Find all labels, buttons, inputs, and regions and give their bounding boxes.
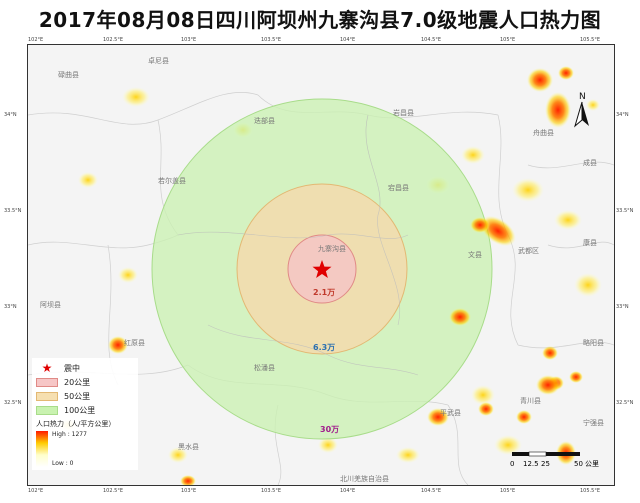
ring100-swatch	[36, 405, 58, 415]
scale-unit: 公里	[585, 460, 599, 468]
right-tick: 34°N	[616, 112, 629, 118]
legend-ring100-label: 100公里	[64, 405, 96, 415]
bottom-tick: 102.5°E	[103, 488, 123, 494]
bottom-tick: 104.5°E	[421, 488, 441, 494]
legend: ★ 震中 20公里 50公里 100公里 人口热力（人/平方公里） High :…	[32, 358, 138, 470]
scale-tick: 12.5	[523, 460, 539, 468]
place-label: 舟曲县	[533, 128, 554, 137]
top-tick: 102°E	[28, 37, 43, 43]
legend-ring20-label: 20公里	[64, 377, 91, 387]
north-arrow: N	[571, 90, 593, 130]
heat-low-label: Low : 0	[52, 460, 74, 467]
place-label: 卓尼县	[148, 56, 169, 65]
legend-ring20: 20公里	[36, 375, 134, 389]
place-label: 红原县	[124, 338, 145, 347]
place-label: 迭部县	[254, 116, 275, 125]
epicenter-label: 九寨沟县	[318, 244, 346, 253]
left-tick: 33°N	[4, 304, 17, 310]
top-tick: 104.5°E	[421, 37, 441, 43]
place-label: 略阳县	[583, 338, 604, 347]
left-tick: 33.5°N	[4, 208, 22, 214]
bottom-tick: 105°E	[500, 488, 515, 494]
bottom-tick: 103.5°E	[261, 488, 281, 494]
top-tick: 104°E	[340, 37, 355, 43]
place-label: 北川羌族自治县	[340, 474, 389, 483]
heat-legend-title: 人口热力（人/平方公里）	[36, 420, 116, 428]
north-label: N	[579, 92, 586, 102]
bottom-tick: 102°E	[28, 488, 43, 494]
legend-ring50-label: 50公里	[64, 391, 91, 401]
left-tick: 32.5°N	[4, 400, 22, 406]
place-label: 宁强县	[583, 418, 604, 427]
top-tick: 103.5°E	[261, 37, 281, 43]
heat-legend: High : 1277 Low : 0	[36, 431, 134, 467]
scale-bar: 0 12.5 25 50 公里	[508, 448, 608, 474]
place-label: 松潘县	[254, 363, 275, 372]
left-tick: 34°N	[4, 112, 17, 118]
scale-tick: 0	[510, 460, 514, 468]
place-label: 若尔盖县	[158, 176, 186, 185]
place-label: 武都区	[518, 246, 539, 255]
place-label: 康县	[583, 238, 597, 247]
top-tick: 102.5°E	[103, 37, 123, 43]
place-label: 宕昌县	[388, 183, 409, 192]
ring20-swatch	[36, 377, 58, 387]
top-tick: 105°E	[500, 37, 515, 43]
ring-20km-population: 2.1万	[313, 288, 335, 297]
right-tick: 33.5°N	[616, 208, 634, 214]
legend-ring50: 50公里	[36, 389, 134, 403]
place-labels: 碌曲县 卓尼县 迭部县 舟曲县 岩昌县 若尔盖县 宕昌县 文县 武都区 九寨沟县…	[40, 56, 604, 483]
place-label: 文县	[468, 250, 482, 259]
scale-tick: 25	[541, 460, 550, 468]
ring50-swatch	[36, 391, 58, 401]
place-label: 岩昌县	[393, 108, 414, 117]
place-label: 阿坝县	[40, 300, 61, 309]
map-canvas: 碌曲县 卓尼县 迭部县 舟曲县 岩昌县 若尔盖县 宕昌县 文县 武都区 九寨沟县…	[28, 56, 614, 485]
ring-100km-population: 30万	[320, 425, 339, 434]
place-label: 碌曲县	[58, 70, 79, 79]
place-label: 平武县	[440, 408, 461, 417]
place-label: 青川县	[520, 396, 541, 405]
legend-ring100: 100公里	[36, 403, 134, 417]
scale-tick: 50	[574, 460, 583, 468]
top-tick: 103°E	[181, 37, 196, 43]
place-label: 黑水县	[178, 442, 199, 451]
right-tick: 32.5°N	[616, 400, 634, 406]
epicenter-star	[312, 260, 332, 278]
place-label: 成县	[583, 158, 597, 167]
bottom-tick: 105.5°E	[580, 488, 600, 494]
star-icon: ★	[41, 360, 53, 375]
legend-epicenter-label: 震中	[64, 363, 80, 373]
ring-50km-population: 6.3万	[313, 343, 335, 352]
heat-high-label: High : 1277	[52, 431, 87, 438]
map-title: 2017年08月08日四川阿坝州九寨沟县7.0级地震人口热力图	[38, 8, 602, 32]
population-hotspots	[108, 66, 600, 485]
heat-color-ramp	[36, 431, 48, 467]
right-tick: 33°N	[616, 304, 629, 310]
top-tick: 105.5°E	[580, 37, 600, 43]
bottom-tick: 104°E	[340, 488, 355, 494]
legend-epicenter: ★ 震中	[36, 361, 134, 375]
bottom-tick: 103°E	[181, 488, 196, 494]
